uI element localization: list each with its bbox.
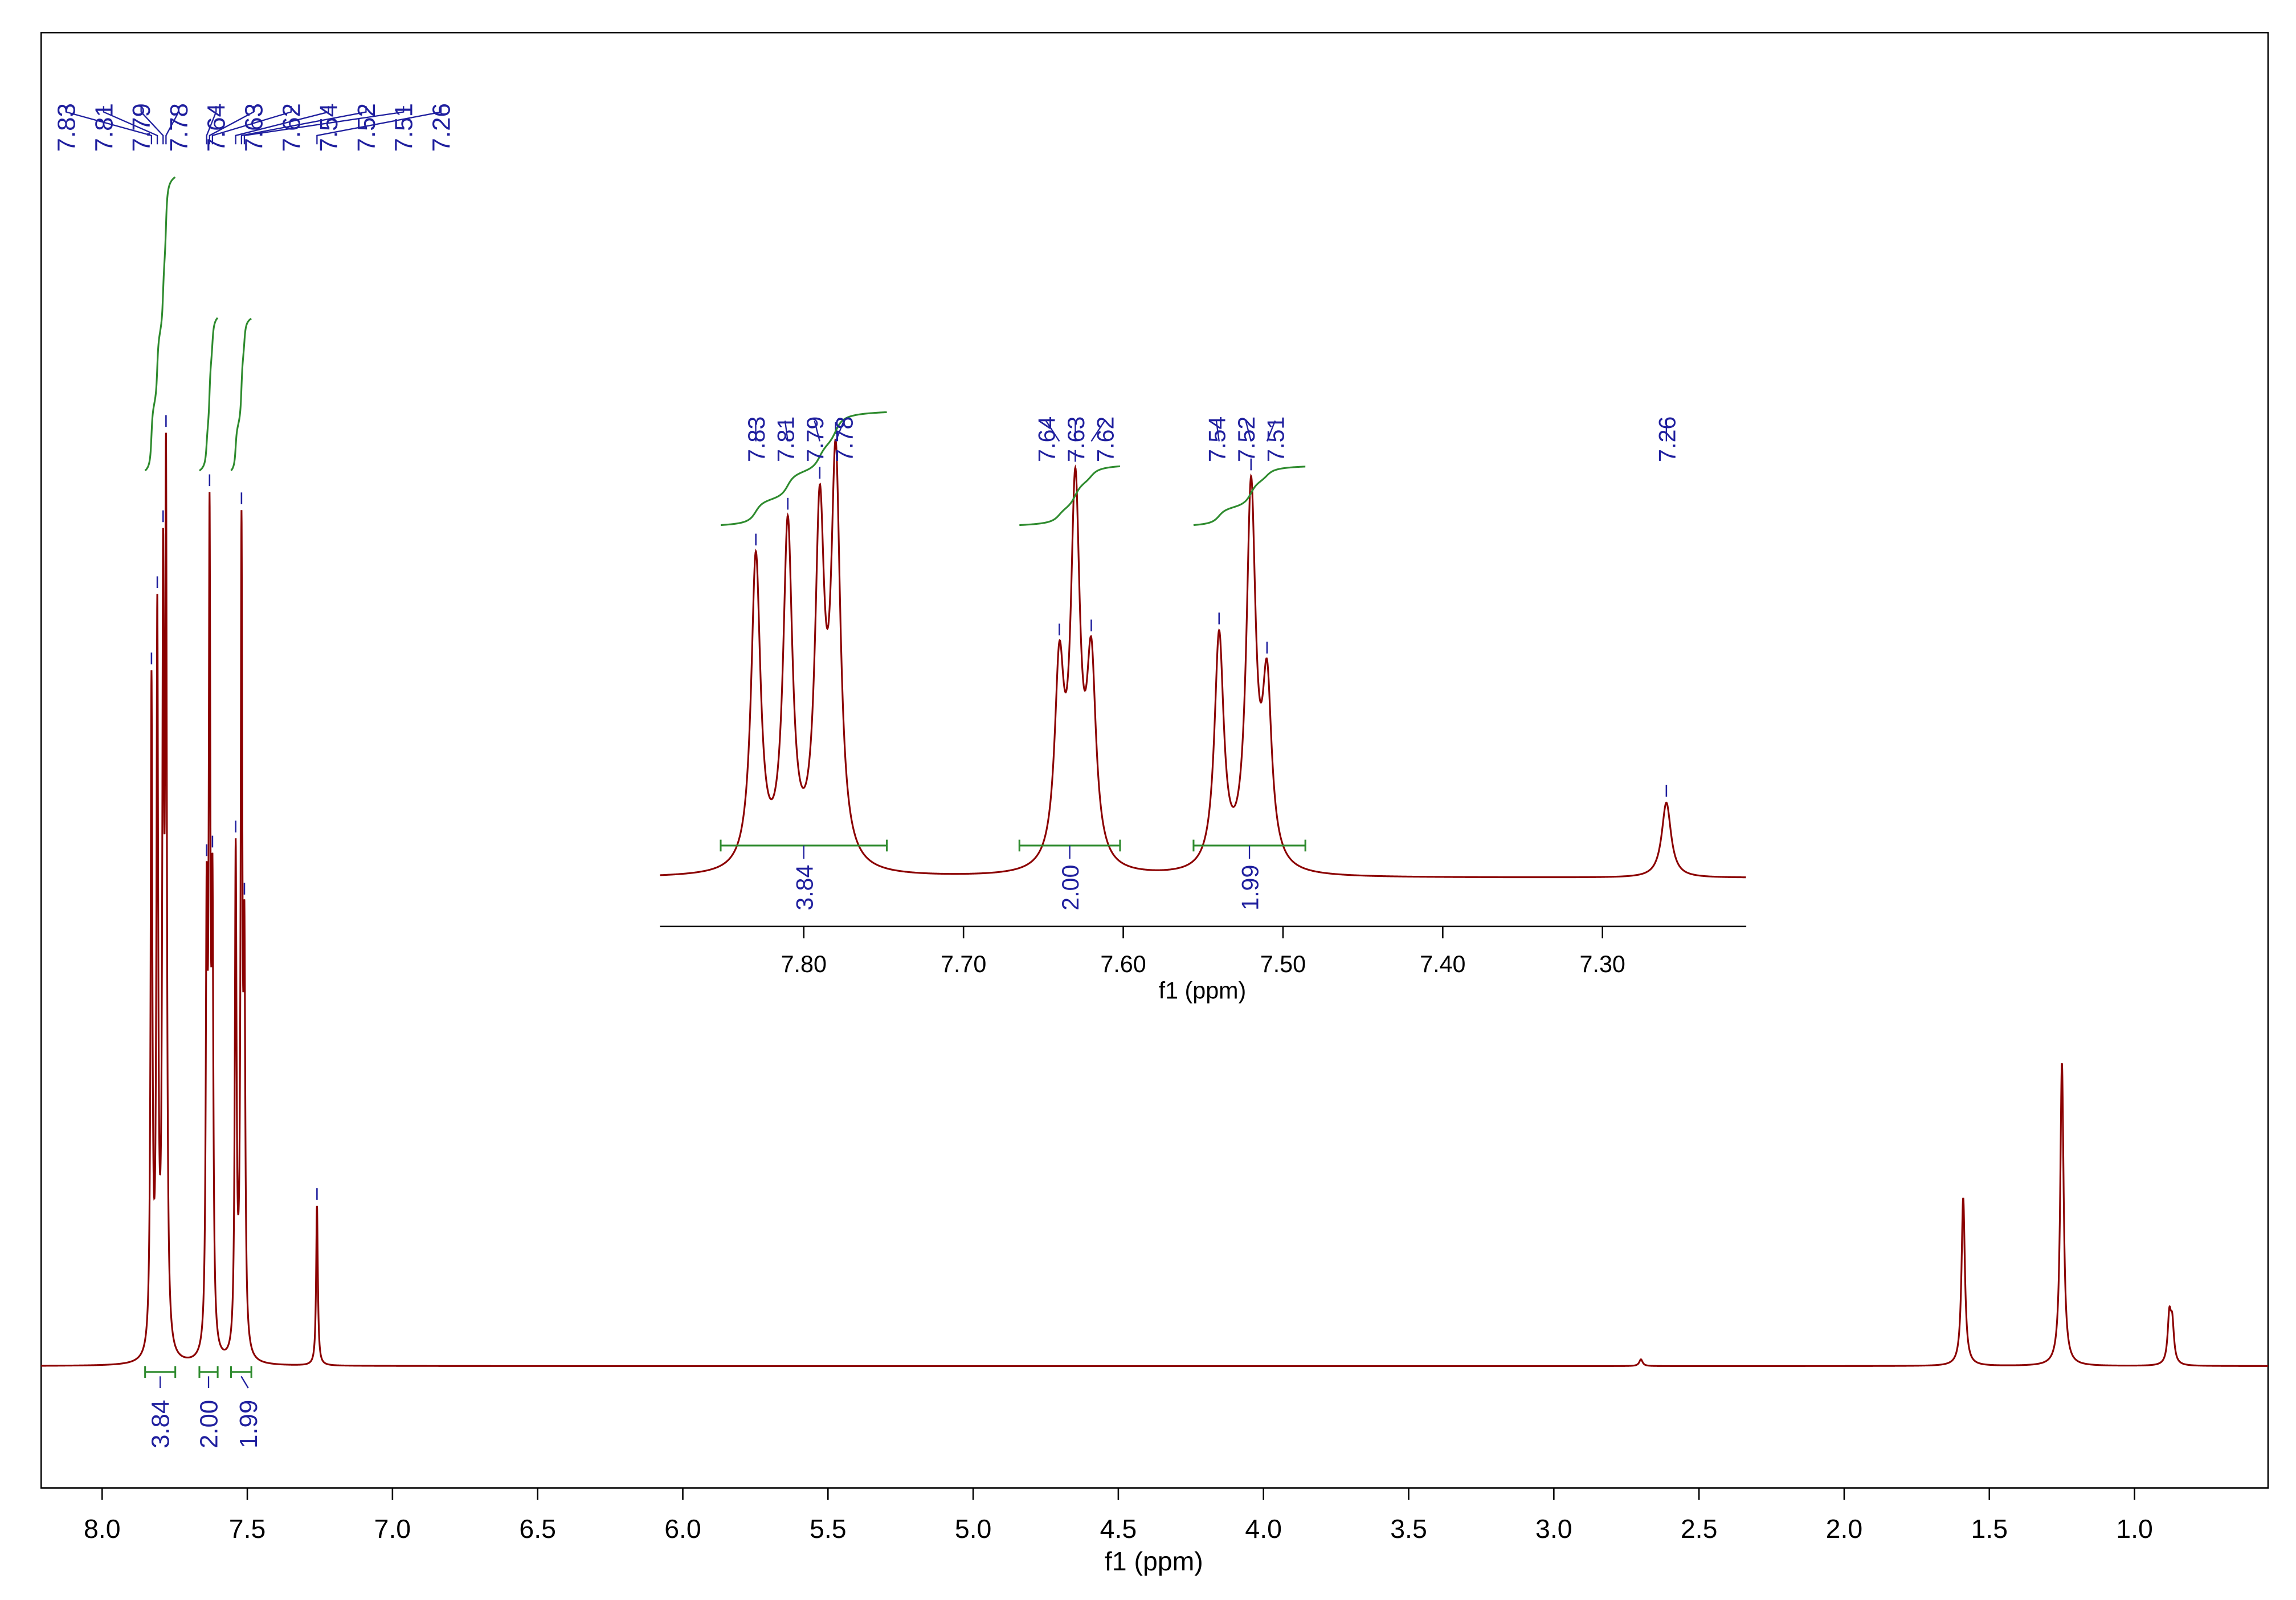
peak-label-leader: [209, 106, 255, 145]
inset-peak-label: 7.83: [743, 417, 770, 462]
peak-label-leader: [235, 106, 329, 145]
peak-label-leader: [65, 106, 153, 145]
x-tick-label: 7.0: [374, 1514, 411, 1544]
x-tick-label: 5.5: [810, 1514, 847, 1544]
integral-label: 3.84: [147, 1400, 175, 1448]
inset-x-tick-label: 7.70: [941, 951, 986, 977]
inset-integral-curve: [1193, 466, 1306, 526]
peak-label-leader: [103, 106, 158, 145]
inset-integral-label: 3.84: [791, 865, 818, 911]
integral-curve: [144, 176, 176, 472]
x-tick-label: 4.5: [1100, 1514, 1137, 1544]
inset-integral-label: 2.00: [1057, 865, 1084, 911]
x-axis-label: f1 (ppm): [1105, 1546, 1203, 1576]
inset-peak-label: 7.62: [1093, 417, 1119, 462]
x-tick-label: 3.0: [1535, 1514, 1572, 1544]
inset-peak-label: 7.51: [1263, 417, 1289, 462]
x-tick-label: 1.5: [1971, 1514, 2008, 1544]
peak-label-leader: [206, 106, 217, 145]
inset-x-tick-label: 7.50: [1260, 951, 1306, 977]
inset-x-tick-label: 7.80: [781, 951, 827, 977]
integral-curve: [199, 317, 219, 472]
inset-integral-label: 1.99: [1237, 865, 1264, 911]
integral-label: 1.99: [235, 1400, 263, 1448]
inset-peak-label-leader: [835, 420, 845, 442]
integral-label: 2.00: [195, 1400, 223, 1448]
inset-x-tick-label: 7.30: [1580, 951, 1625, 977]
peak-label-leader: [140, 106, 164, 145]
inset-peak-label-leader: [1245, 421, 1252, 442]
x-tick-label: 8.0: [84, 1514, 121, 1544]
inset-peak-label-leader: [814, 421, 820, 442]
peak-label-leader: [165, 106, 179, 145]
integral-curve: [230, 317, 252, 472]
integral-label-leader: [240, 1375, 249, 1389]
inset-spectrum: [660, 438, 1746, 879]
x-tick-label: 2.0: [1826, 1514, 1863, 1544]
inset-x-tick-label: 7.60: [1100, 951, 1146, 977]
inset-peak-label-leader: [1215, 421, 1220, 442]
x-tick-label: 6.0: [664, 1514, 701, 1544]
x-tick-label: 2.5: [1681, 1514, 1718, 1544]
inset-peak-label: 7.78: [832, 417, 858, 462]
x-tick-label: 4.0: [1245, 1514, 1282, 1544]
inset-peak-label-leader: [1090, 420, 1106, 442]
inset-peak-label: 7.64: [1033, 417, 1060, 462]
inset-x-axis-label: f1 (ppm): [1159, 977, 1247, 1003]
plot-frame: [40, 31, 2269, 1489]
inset-integral-curve: [1019, 465, 1121, 526]
peak-label-leader: [316, 106, 442, 145]
inset-peak-label-leader: [784, 421, 789, 442]
x-tick-label: 3.5: [1390, 1514, 1427, 1544]
peak-label-leader: [240, 106, 367, 145]
inset-peak-label-leader: [1266, 420, 1276, 442]
x-tick-label: 6.5: [519, 1514, 556, 1544]
x-tick-label: 1.0: [2116, 1514, 2153, 1544]
inset-peak-label-leader: [1045, 420, 1060, 442]
x-tick-label: 5.0: [955, 1514, 992, 1544]
peak-label-leader: [211, 106, 292, 145]
peak-label-leader: [243, 106, 405, 145]
spectrum: [41, 432, 2268, 1368]
inset-peak-label: 7.63: [1063, 417, 1089, 462]
inset-x-tick-label: 7.40: [1420, 951, 1465, 977]
x-tick-label: 7.5: [229, 1514, 266, 1544]
inset-integral-curve: [720, 411, 887, 526]
inset-peak-label: 7.26: [1654, 417, 1680, 462]
